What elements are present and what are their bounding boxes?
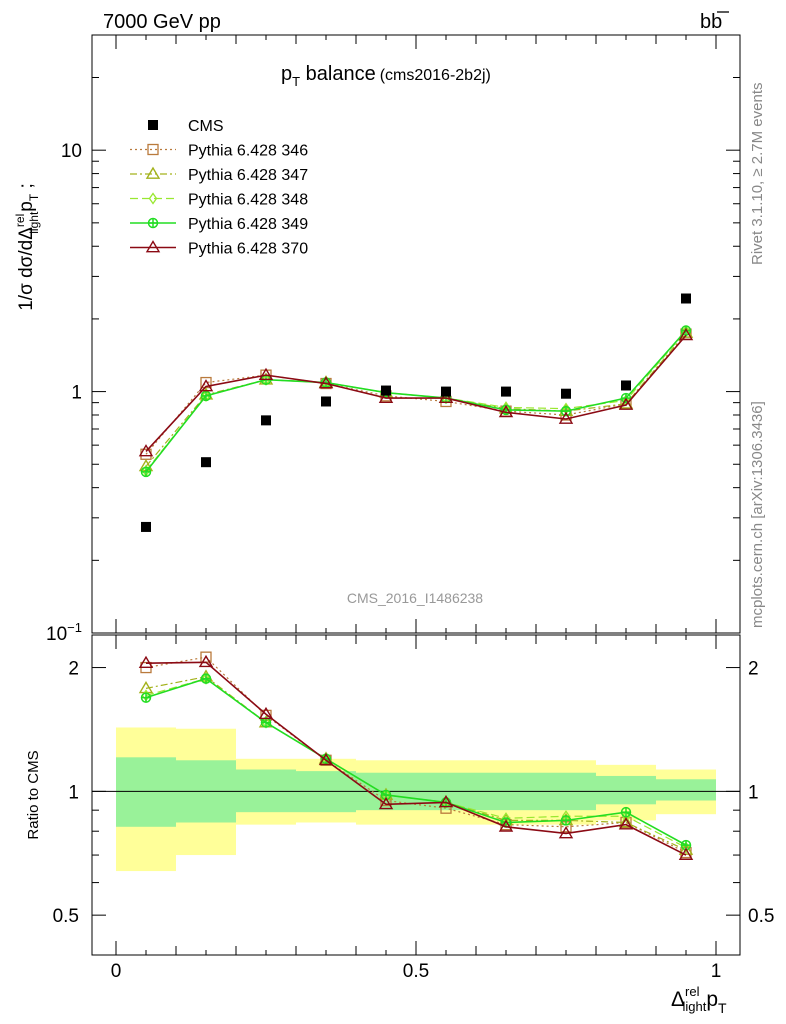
header-right-bar: b [711, 11, 722, 33]
ratio-point-s4-2 [258, 706, 274, 720]
main-point-s4-1 [198, 379, 214, 392]
main-point-s4-5 [438, 390, 454, 403]
legend-marker-1 [147, 143, 159, 156]
main-line-series-0 [145, 333, 687, 455]
stat-band-0 [116, 757, 176, 827]
legend-marker-2 [145, 166, 161, 179]
legend-marker-5 [145, 240, 161, 253]
main-point-s4-3 [318, 376, 334, 389]
main-line-series-4 [145, 334, 687, 452]
stat-band-9 [656, 779, 716, 801]
ratio-point-s4-1 [198, 654, 214, 668]
main-ytick-label-base-0: 10 [61, 141, 82, 162]
ratio-point-s3-7 [560, 815, 572, 826]
stat-band-2 [236, 769, 296, 813]
ratio-point-s2-9 [681, 841, 691, 854]
legend-label-5: Pythia 6.428 370 [188, 241, 308, 258]
legend-marker-3 [148, 192, 158, 205]
cms-point-6 [501, 386, 511, 397]
cms-point-7 [561, 388, 571, 399]
header-left: 7000 GeV pp [103, 11, 221, 33]
main-ytick-label-exp-2: −1 [67, 620, 82, 635]
cms-point-4 [381, 385, 391, 396]
main-ytick-label-base-2: 10 [46, 624, 67, 645]
main-point-s4-7 [558, 411, 574, 424]
main-ytick-label-base-1: 1 [71, 383, 82, 404]
series-layer [138, 293, 694, 860]
ratio-point-s3-1 [200, 673, 212, 684]
side-rivet-label: Rivet 3.1.10, ≥ 2.7M events [749, 83, 766, 266]
main-ytick-label-2: 10−1 [46, 620, 82, 645]
legend-label-3: Pythia 6.428 348 [188, 192, 308, 209]
ratio-point-s4-8 [618, 817, 634, 830]
cms-point-2 [261, 415, 271, 426]
main-ytick-label-1: 1 [71, 383, 82, 404]
ratio-line-series-0 [145, 656, 687, 854]
ratio-ytick-label-right-1: 1 [748, 782, 759, 803]
ratio-point-s4-6 [498, 819, 514, 832]
legend-label-2: Pythia 6.428 347 [188, 167, 308, 184]
main-point-s4-6 [498, 405, 514, 418]
main-point-s3-1 [200, 390, 212, 402]
cms-point-3 [321, 396, 331, 407]
main-ytick-label-0: 10 [61, 141, 82, 162]
plot-title: pT balance (cms2016-2b2j) [281, 63, 491, 89]
main-point-s4-9 [678, 327, 694, 341]
legend-marker-cms [148, 120, 158, 130]
ratio-point-s3-0 [140, 692, 152, 703]
cms-point-5 [441, 386, 451, 397]
main-point-s4-2 [258, 367, 274, 381]
legend-label-4: Pythia 6.428 349 [188, 216, 308, 233]
ratio-ytick-label-left-0: 2 [68, 659, 79, 680]
ratio-ytick-label-left-1: 1 [68, 782, 79, 803]
header-right: bb [700, 11, 722, 33]
main-point-s4-0 [138, 444, 154, 457]
ratio-line-series-3 [145, 677, 687, 846]
ratio-ytick-label-right-2: 0.5 [748, 906, 774, 927]
ratio-point-s2-8 [621, 810, 631, 823]
ratio-point-s3-8 [620, 806, 632, 818]
legend: CMS Pythia 6.428 346 Pythia 6.428 347 Pythi… [130, 118, 308, 258]
main-point-s3-0 [140, 466, 152, 478]
ratio-y-axis-label: Ratio to CMS [25, 750, 42, 839]
legend-marker-4 [147, 217, 159, 229]
x-tick-label-2: 1 [711, 961, 722, 982]
ratio-point-s4-0 [138, 655, 154, 669]
main-y-axis-label: 1/σ dσ/dΔrellightpT ; [13, 183, 41, 311]
main-line-series-1 [145, 332, 687, 467]
x-tick-label-1: 0.5 [403, 961, 429, 982]
x-axis-label: Δrel lightpT [671, 984, 727, 1016]
side-site-label: mcplots.cern.ch [arXiv:1306.3436] [749, 401, 766, 628]
ratio-point-s4-4 [378, 796, 394, 810]
ratio-point-s1-8 [618, 815, 634, 828]
stat-band-8 [596, 775, 656, 805]
cms-point-9 [681, 293, 691, 304]
legend-label-0: CMS [188, 118, 224, 135]
main-line-series-2 [145, 330, 687, 472]
watermark-analysis: CMS_2016_I1486238 [347, 590, 483, 606]
ratio-point-s4-3 [318, 752, 334, 766]
cms-point-0 [141, 521, 151, 532]
x-tick-label-0: 0 [111, 961, 122, 982]
main-point-s3-7 [560, 405, 572, 417]
ratio-line-series-4 [145, 661, 687, 856]
ratio-point-s4-5 [438, 795, 454, 808]
ratio-point-s4-7 [558, 826, 574, 839]
ratio-point-s4-9 [678, 847, 694, 860]
main-point-s4-8 [618, 397, 634, 410]
ratio-ytick-label-right-0: 2 [748, 659, 759, 680]
ratio-ytick-label-left-2: 0.5 [53, 906, 79, 927]
legend-label-1: Pythia 6.428 346 [188, 143, 308, 160]
cms-point-1 [201, 457, 211, 468]
main-line-series-3 [145, 330, 687, 473]
main-point-s4-4 [378, 390, 394, 403]
cms-point-8 [621, 380, 631, 391]
